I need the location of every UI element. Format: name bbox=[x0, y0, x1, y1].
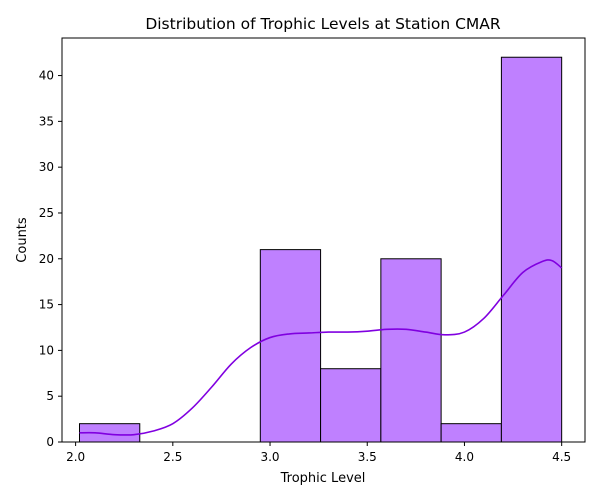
x-tick-label: 2.0 bbox=[66, 450, 85, 464]
x-tick-label: 2.5 bbox=[163, 450, 182, 464]
y-tick-label: 5 bbox=[46, 389, 54, 403]
x-tick-label: 3.5 bbox=[358, 450, 377, 464]
histogram-bar-3 bbox=[259, 249, 322, 443]
y-axis-ticks: 0 5 10 15 20 25 30 35 40 bbox=[39, 69, 62, 449]
chart-title: Distribution of Trophic Levels at Statio… bbox=[145, 15, 501, 33]
kde-curve bbox=[79, 259, 563, 436]
y-tick-label: 30 bbox=[39, 160, 54, 174]
y-tick-label: 10 bbox=[39, 343, 54, 357]
histogram-bar-7 bbox=[500, 56, 563, 443]
y-tick-label: 15 bbox=[39, 298, 54, 312]
x-tick-label: 3.0 bbox=[260, 450, 279, 464]
y-tick-label: 0 bbox=[46, 435, 54, 449]
y-tick-label: 25 bbox=[39, 206, 54, 220]
plot-frame bbox=[61, 37, 586, 443]
bars-group bbox=[78, 56, 563, 443]
x-axis-label: Trophic Level bbox=[280, 471, 366, 486]
y-axis-label: Counts bbox=[15, 217, 30, 263]
histogram-bar-5 bbox=[380, 258, 442, 443]
y-tick-label: 40 bbox=[39, 69, 54, 83]
histogram-bar-6 bbox=[440, 423, 502, 443]
histogram-bar-4 bbox=[320, 368, 382, 443]
x-axis-ticks: 2.0 2.5 3.0 3.5 4.0 4.5 bbox=[66, 442, 571, 464]
x-tick-label: 4.5 bbox=[552, 450, 571, 464]
x-tick-label: 4.0 bbox=[455, 450, 474, 464]
y-tick-label: 20 bbox=[39, 252, 54, 266]
y-tick-label: 35 bbox=[39, 114, 54, 128]
